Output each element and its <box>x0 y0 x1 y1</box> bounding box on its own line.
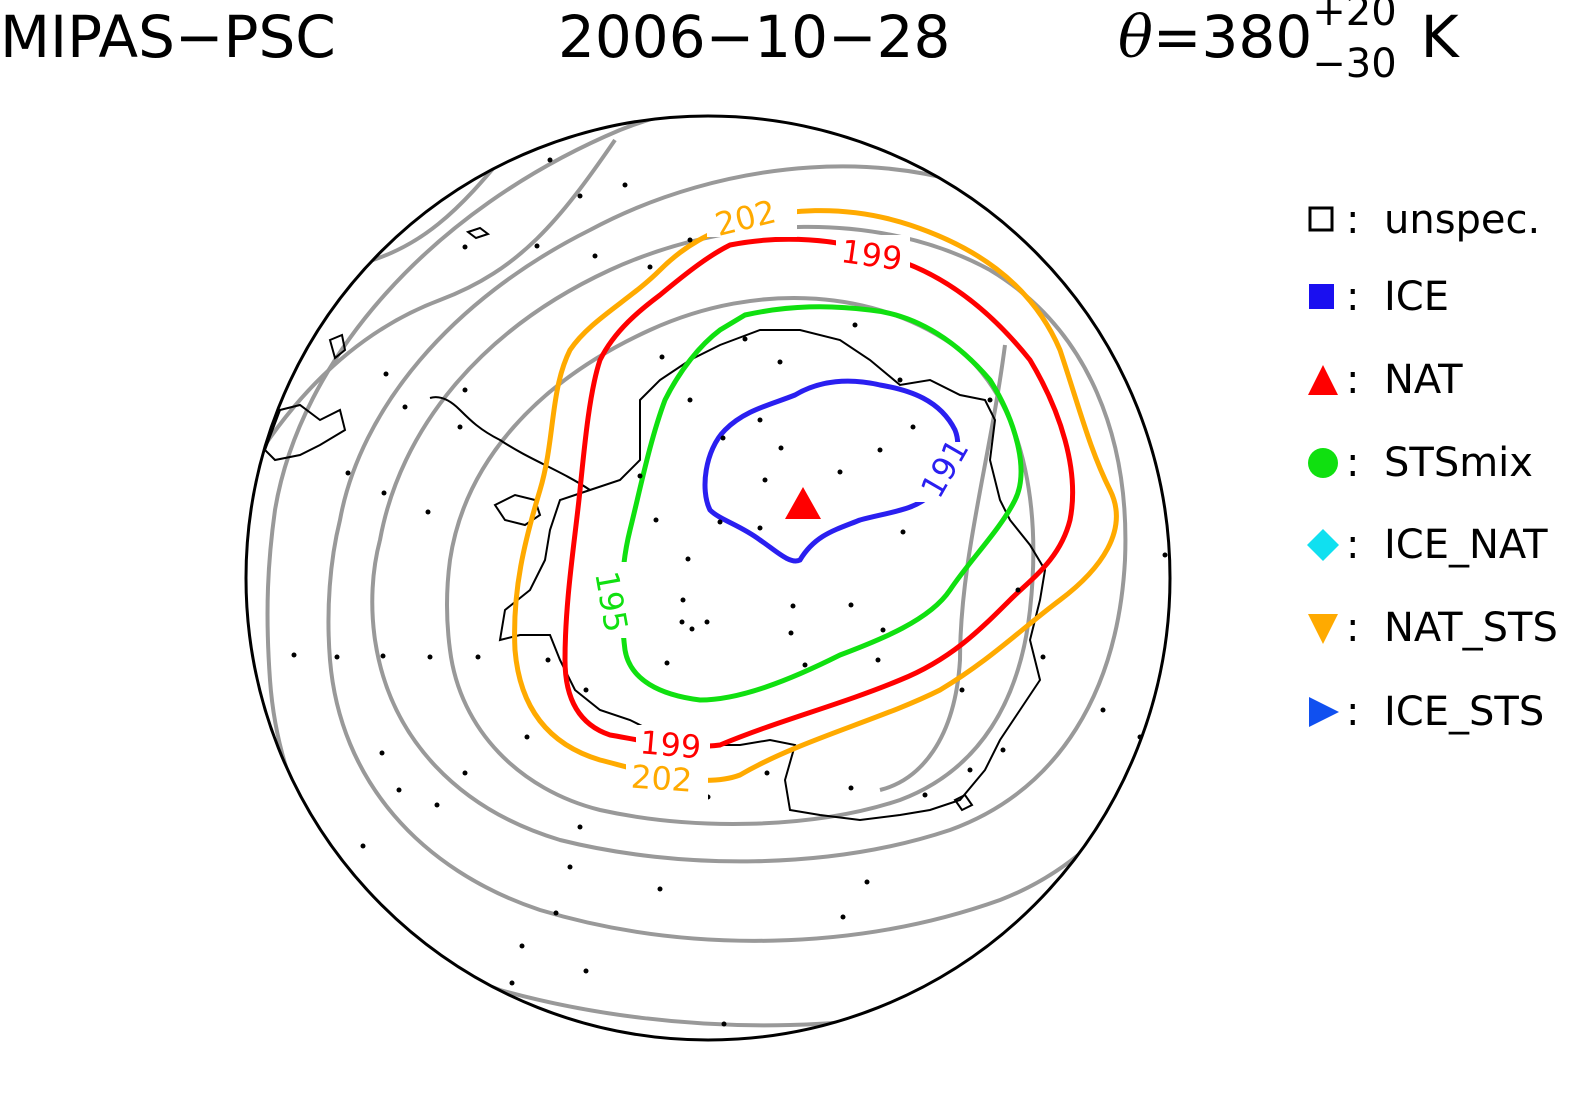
legend-label-ice-sts: ICE_STS <box>1384 689 1545 735</box>
triangle-down-icon <box>1308 614 1338 644</box>
nat-triangle-marker <box>785 487 821 519</box>
diamond-icon <box>1307 529 1339 561</box>
contour-199 <box>562 236 1076 749</box>
antarctic-peninsula <box>429 396 591 491</box>
open-square-icon <box>1308 206 1334 232</box>
contour-195 <box>619 304 1024 703</box>
theta-lower-range: −30 <box>1312 41 1397 87</box>
legend-label-ice-nat: ICE_NAT <box>1384 522 1548 568</box>
contour-label-202-bottom: 202 <box>630 758 694 800</box>
legend-label-stsmix: STSmix <box>1384 440 1533 486</box>
island-small-3 <box>953 793 974 812</box>
triangle-right-icon <box>1309 697 1339 727</box>
map-border <box>244 114 1172 1042</box>
triangle-up-icon <box>1308 365 1338 395</box>
island-falkland <box>493 493 542 527</box>
legend-label-nat-sts: NAT_STS <box>1384 605 1558 651</box>
theta-symbol: θ <box>1118 3 1153 71</box>
contour-202 <box>512 208 1119 783</box>
contour-label-199-top: 199 <box>839 232 905 278</box>
island-small-2 <box>465 226 491 240</box>
measurement-dots <box>246 150 1168 1027</box>
title-date: 2006−10−28 <box>558 3 951 71</box>
gray-contour-corner-2 <box>253 138 617 462</box>
legend-label-nat: NAT <box>1384 357 1463 403</box>
theta-value: =380 <box>1152 3 1313 71</box>
legend-label-unspec: unspec. <box>1384 197 1541 243</box>
gray-contour-3 <box>370 224 1128 864</box>
gray-contour-4 <box>326 164 1170 943</box>
legend-label-ice: ICE <box>1384 274 1449 320</box>
gray-contour-2 <box>445 296 1036 826</box>
title-theta-level: θ=380 +20 −30 K <box>1118 0 1459 84</box>
circle-icon <box>1308 448 1338 478</box>
island-small <box>328 333 347 360</box>
filled-square-icon <box>1309 284 1334 309</box>
contour-191 <box>702 378 961 564</box>
south-america-tip <box>263 403 347 462</box>
title-instrument: MIPAS−PSC <box>0 3 336 71</box>
contour-labels: 202 199 191 195 199 202 <box>587 192 976 800</box>
theta-upper-range: +20 <box>1312 0 1397 35</box>
theta-unit: K <box>1420 3 1459 71</box>
